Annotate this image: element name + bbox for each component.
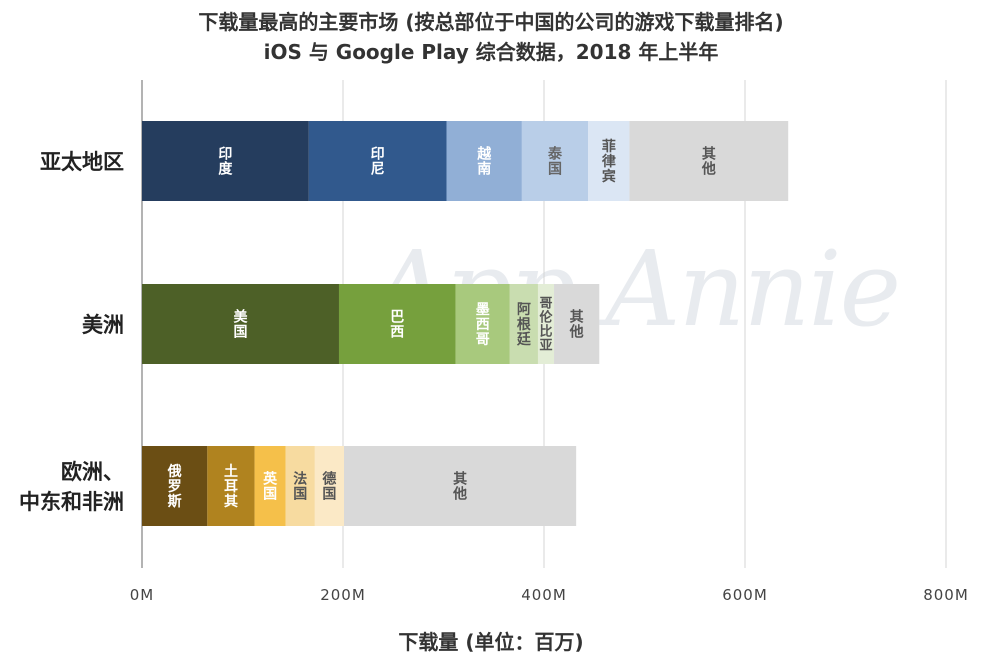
segment-label: 法国 — [293, 471, 307, 503]
bar-segment — [142, 284, 339, 364]
x-tick-label: 400M — [521, 586, 567, 604]
segment-label: 其他 — [701, 147, 716, 178]
x-tick-label: 600M — [722, 586, 768, 604]
bar-segment — [308, 121, 447, 201]
bar-segment — [142, 121, 309, 201]
bar-segment — [509, 284, 538, 364]
bar-segment — [207, 446, 255, 526]
segment-label: 英国 — [262, 471, 278, 503]
bar-segment — [285, 446, 315, 526]
x-tick-label: 0M — [130, 586, 155, 604]
bar-segment — [338, 284, 456, 364]
x-tick-label: 200M — [320, 586, 366, 604]
bar-segment — [521, 121, 589, 201]
bar-segment — [254, 446, 286, 526]
bar-segment — [455, 284, 510, 364]
segment-label: 菲律宾 — [602, 138, 616, 185]
segment-label: 巴西 — [390, 310, 404, 341]
bar-segment — [344, 446, 577, 526]
segment-label: 德国 — [322, 471, 336, 503]
category-label: 中东和非洲 — [19, 490, 124, 514]
segment-label: 俄罗斯 — [167, 463, 182, 510]
chart-title: 下载量最高的主要市场 (按总部位于中国的公司的游戏下载量排名) — [198, 10, 784, 34]
x-axis-label: 下载量 (单位：百万) — [398, 630, 584, 654]
bar-segment — [142, 446, 208, 526]
bar-segment — [629, 121, 789, 201]
bar-segment — [588, 121, 630, 201]
category-label: 美洲 — [82, 313, 124, 337]
segment-label: 哥伦比亚 — [540, 296, 554, 354]
category-label: 欧洲、 — [61, 460, 124, 484]
bar-segment — [446, 121, 522, 201]
category-label: 亚太地区 — [40, 150, 124, 174]
segment-label: 其他 — [569, 310, 584, 341]
segment-label: 阿根廷 — [516, 302, 532, 348]
segment-label: 土耳其 — [224, 463, 238, 510]
bar-segment — [314, 446, 345, 526]
segment-label: 其他 — [452, 472, 467, 503]
segment-label: 越南 — [476, 146, 492, 178]
segment-label: 印度 — [218, 146, 233, 178]
segment-label: 墨西哥 — [476, 302, 490, 348]
bar-segment — [537, 284, 555, 364]
bar-segment — [554, 284, 600, 364]
segment-label: 美国 — [233, 309, 248, 341]
segment-label: 印尼 — [371, 146, 385, 178]
chart-subtitle: iOS 与 Google Play 综合数据，2018 年上半年 — [263, 40, 719, 64]
x-tick-label: 800M — [923, 586, 969, 604]
segment-label: 泰国 — [547, 146, 563, 178]
